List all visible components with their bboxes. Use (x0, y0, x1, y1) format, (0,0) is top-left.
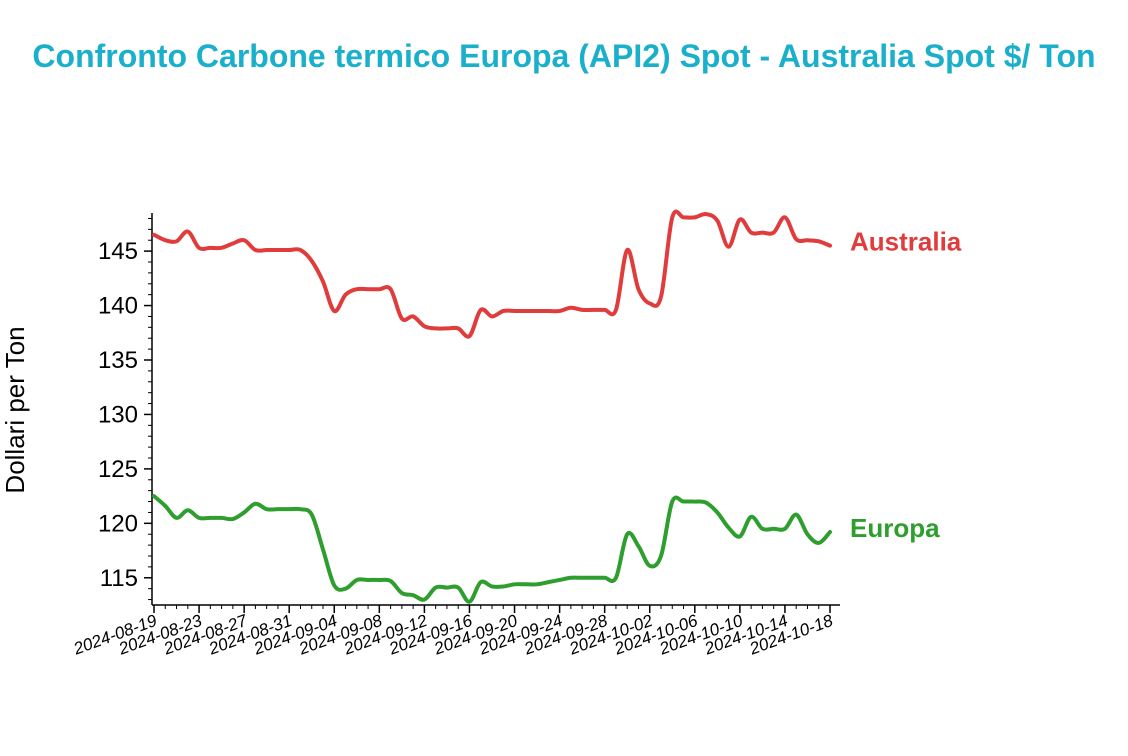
chart-title: Confronto Carbone termico Europa (API2) … (32, 38, 1096, 74)
series-line-australia (152, 209, 832, 339)
y-tick-label: 135 (98, 347, 138, 374)
series-line-europa (152, 494, 832, 604)
series-layer: Australia Europa (152, 209, 962, 604)
series-label-europa: Europa (850, 513, 940, 543)
x-axis: 2024-08-192024-08-232024-08-272024-08-31… (70, 604, 840, 659)
y-tick-label: 145 (98, 238, 138, 265)
y-tick-label: 130 (98, 401, 138, 428)
y-tick-label: 120 (98, 510, 138, 537)
y-tick-label: 125 (98, 456, 138, 483)
y-tick-label: 140 (98, 293, 138, 320)
y-tick-label: 115 (100, 565, 138, 592)
y-axis-label: Dollari per Ton (0, 326, 30, 493)
y-axis: 115 120 125 130 135 140 145 (98, 213, 153, 605)
series-label-australia: Australia (850, 227, 962, 257)
